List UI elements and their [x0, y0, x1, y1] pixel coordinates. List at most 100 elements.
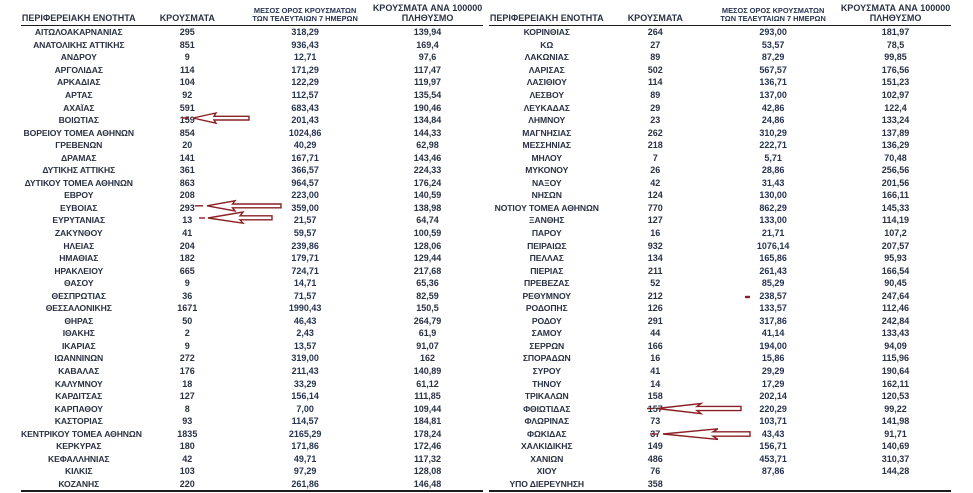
region-cell: ΘΑΣΟΥ: [64, 278, 94, 289]
cases-cell: 157: [647, 403, 663, 414]
cases-cell: 665: [179, 265, 195, 276]
avg7-cell: 112,57: [291, 90, 319, 100]
table-row: ΚΑΡΠΑΘΟΥ 8 7,00 109,44: [21, 402, 483, 415]
avg7-cell: 17,29: [761, 378, 785, 389]
per100k-cell: 91,71: [884, 428, 907, 439]
table-row: ΕΥΒΟΙΑΣ 293 359,00 138,98: [21, 202, 483, 215]
avg7-cell: 261,86: [291, 478, 319, 489]
cases-cell: 291: [647, 315, 663, 326]
per100k-cell: 122,4: [884, 102, 907, 113]
header-region: ΠΕΡΙΦΕΡΕΙΑΚΗ ΕΝΟΤΗΤΑ: [21, 12, 136, 23]
region-cell: ΣΠΟΡΑΔΩΝ: [522, 353, 571, 364]
per100k-cell: 102,97: [881, 90, 910, 100]
cases-cell: 863: [179, 177, 195, 188]
avg7-cell: 49,71: [293, 453, 317, 464]
region-cell: ΝΑΞΟΥ: [531, 177, 562, 188]
table-row: ΙΩΑΝΝΙΝΩΝ 272 319,00 162: [21, 352, 483, 365]
region-cell: ΛΕΣΒΟΥ: [529, 90, 565, 100]
region-cell: ΛΕΥΚΑΔΑΣ: [523, 102, 570, 113]
cases-cell: 73: [650, 416, 661, 427]
table-row: ΠΡΕΒΕΖΑΣ 52 85,29 90,45: [489, 277, 951, 290]
region-cell: ΚΑΣΤΟΡΙΑΣ: [54, 416, 103, 427]
per100k-cell: 97,6: [418, 52, 437, 63]
per100k-cell: 117,47: [414, 64, 442, 75]
avg7-cell: 40,29: [293, 140, 317, 151]
hand-drawn-arrow-icon-fokidas: [649, 427, 753, 441]
avg7-cell: 87,29: [761, 52, 785, 63]
avg7-cell: 567,57: [759, 64, 787, 75]
avg7-cell: 28,86: [761, 165, 785, 176]
table-row: ΚΕΝΤΡΙΚΟΥ ΤΟΜΕΑ ΑΘΗΝΩΝ 1835 2165,29 178,24: [21, 428, 483, 441]
per100k-cell: 144,33: [413, 127, 442, 138]
region-cell: ΚΕΦΑΛΛΗΝΙΑΣ: [48, 453, 110, 464]
region-cell: ΔΥΤΙΚΗΣ ΑΤΤΙΚΗΣ: [42, 165, 116, 176]
region-cell: ΡΟΔΟΠΗΣ: [525, 303, 568, 314]
per100k-cell: 65,36: [416, 278, 439, 289]
table-row: ΘΕΣΣΑΛΟΝΙΚΗΣ 1671 1990,43 150,5: [21, 302, 483, 315]
region-cell: ΛΗΜΝΟΥ: [528, 115, 566, 126]
avg7-cell: 211,43: [291, 366, 319, 377]
per100k-cell: 169,4: [416, 39, 439, 50]
per100k-cell: 224,33: [413, 165, 442, 176]
avg7-cell: 114,57: [291, 416, 319, 427]
per100k-cell: 62,98: [416, 140, 439, 151]
per100k-cell: 99,85: [884, 52, 907, 63]
avg7-cell: 165,86: [759, 253, 787, 264]
table-row: ΛΕΣΒΟΥ 89 137,00 102,97: [489, 89, 951, 102]
table-row: ΔΥΤΙΚΟΥ ΤΟΜΕΑ ΑΘΗΝΩΝ 863 964,57 176,24: [21, 177, 483, 190]
table-row: ΝΟΤΙΟΥ ΤΟΜΕΑ ΑΘΗΝΩΝ 770 862,29 145,33: [489, 202, 951, 215]
region-cell: ΒΟΙΩΤΙΑΣ: [58, 115, 99, 126]
per100k-cell: 140,89: [413, 366, 442, 377]
cases-cell: 851: [179, 39, 195, 50]
table-row: ΗΜΑΘΙΑΣ 182 179,71 129,44: [21, 252, 483, 265]
avg7-cell: 293,00: [759, 27, 787, 38]
per100k-cell: 128,06: [413, 240, 442, 251]
cases-cell: 208: [179, 190, 195, 201]
avg7-cell: 15,86: [761, 353, 785, 364]
avg7-cell: 156,14: [291, 391, 319, 402]
avg7-cell: 29,29: [761, 366, 785, 377]
region-cell: ΧΙΟΥ: [536, 466, 557, 477]
cases-cell: 220: [179, 478, 195, 489]
per100k-cell: 217,68: [413, 265, 442, 276]
region-cell: ΘΕΣΠΡΩΤΙΑΣ: [51, 290, 107, 301]
cases-cell: 26: [650, 165, 661, 176]
region-cell: ΗΡΑΚΛΕΙΟΥ: [54, 265, 104, 276]
table-row: ΥΠΟ ΔΙΕΡΕΥΝΗΣΗ 358: [489, 478, 951, 491]
header-7day-average: ΜΕΣΟΣ ΟΡΟΣ ΚΡΟΥΣΜΑΤΩΝ ΤΩΝ ΤΕΛΕΥΤΑΙΩΝ 7 Η…: [720, 6, 826, 24]
region-cell: ΘΕΣΣΑΛΟΝΙΚΗΣ: [45, 303, 112, 314]
cases-cell: 29: [650, 102, 661, 113]
per100k-cell: 145,33: [881, 202, 910, 213]
regional-cases-table-left: ΠΕΡΙΦΕΡΕΙΑΚΗ ΕΝΟΤΗΤΑ ΚΡΟΥΣΜΑΤΑ ΜΕΣΟΣ ΟΡΟ…: [21, 3, 483, 493]
avg7-cell: 261,43: [759, 265, 787, 276]
region-cell: ΚΕΝΤΡΙΚΟΥ ΤΟΜΕΑ ΑΘΗΝΩΝ: [21, 428, 142, 439]
per100k-cell: 144,28: [881, 466, 910, 477]
cases-cell: 591: [179, 102, 195, 113]
header-cases-per-100000: ΚΡΟΥΣΜΑΤΑ ΑΝΑ 100000 ΠΛΗΘΥΣΜΟ: [372, 3, 483, 23]
avg7-cell: 156,71: [759, 441, 787, 452]
region-cell: ΚΟΡΙΝΘΙΑΣ: [523, 27, 570, 38]
cases-cell: 114: [180, 64, 195, 75]
cases-cell: 770: [647, 202, 663, 213]
avg7-cell: 31,43: [761, 177, 785, 188]
per100k-cell: 128,08: [413, 466, 442, 477]
table-row: ΑΙΤΩΛΟΑΚΑΡΝΑΝΙΑΣ 295 318,29 139,94: [21, 26, 483, 39]
cases-cell: 218: [647, 140, 663, 151]
table-row: ΘΕΣΠΡΩΤΙΑΣ 36 71,57 82,59: [21, 289, 483, 302]
avg7-cell: 122,29: [291, 77, 319, 88]
region-cell: ΠΕΙΡΑΙΩΣ: [527, 240, 567, 251]
region-cell: ΛΑΡΙΣΑΣ: [528, 64, 565, 75]
cases-cell: 104: [179, 77, 195, 88]
avg7-cell: 238,57: [759, 290, 787, 301]
region-cell: ΕΥΒΟΙΑΣ: [60, 202, 98, 213]
cases-cell: 9: [184, 52, 190, 63]
table-row: ΠΕΙΡΑΙΩΣ 932 1076,14 207,57: [489, 239, 951, 252]
table-row: ΧΑΝΙΩΝ 486 453,71 310,37: [489, 453, 951, 466]
cases-cell: 27: [650, 39, 661, 50]
per100k-cell: 64,74: [416, 215, 439, 226]
cases-cell: 41: [182, 228, 193, 239]
avg7-cell: 21,71: [761, 228, 785, 239]
per100k-cell: 140,59: [413, 190, 442, 201]
per100k-cell: 166,11: [882, 190, 910, 201]
cases-cell: 20: [182, 140, 193, 151]
